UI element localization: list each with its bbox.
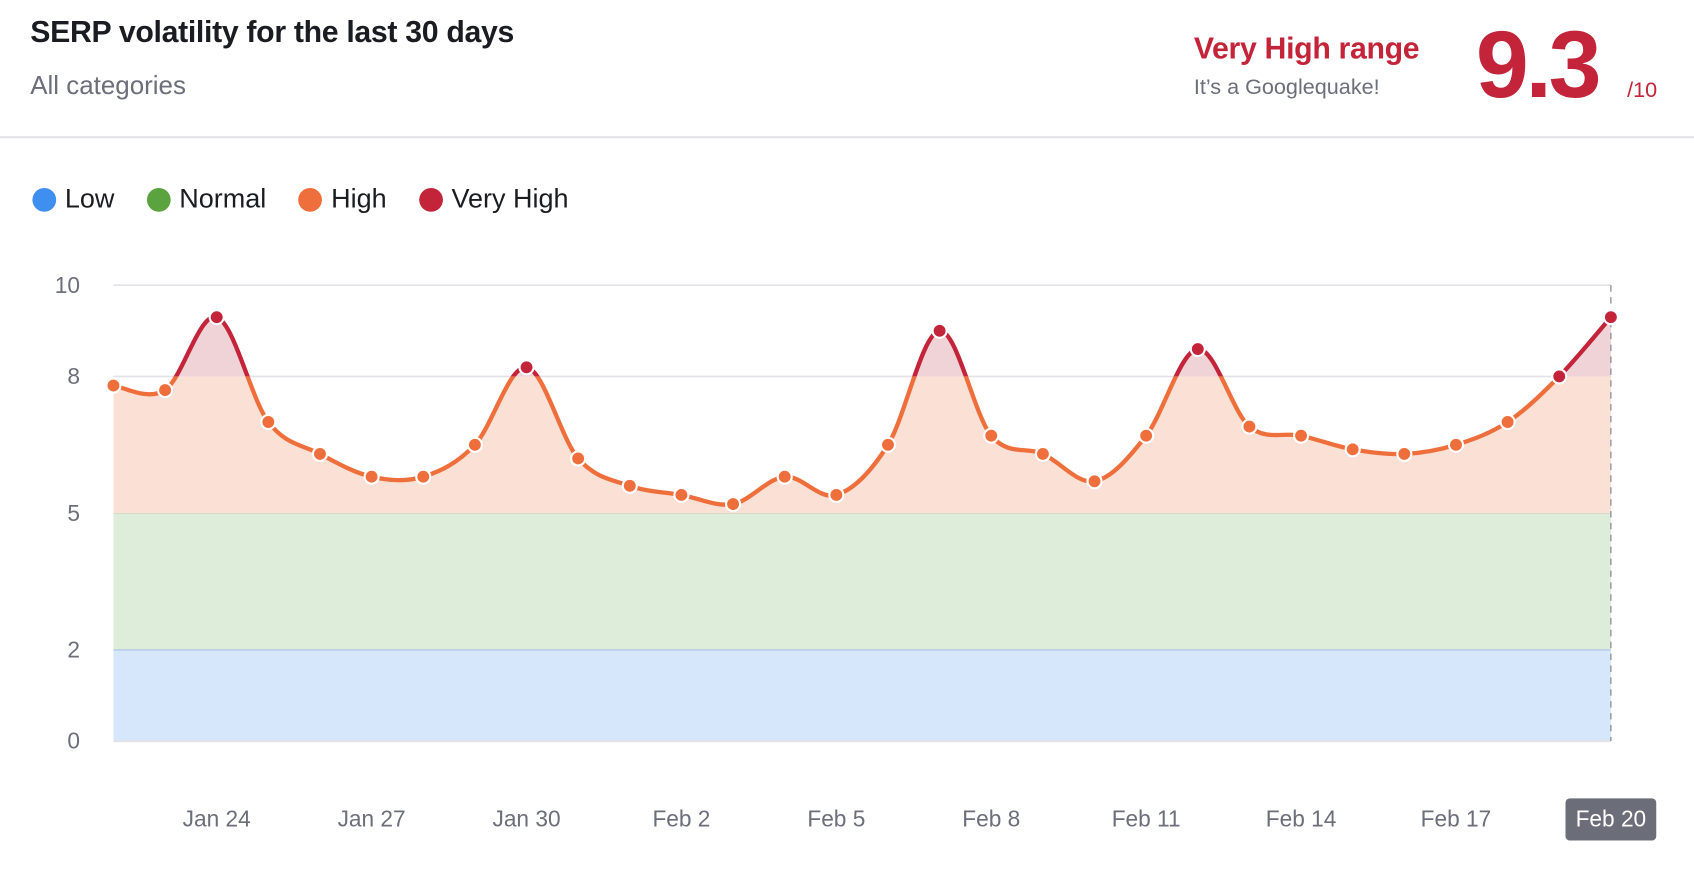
x-tick-label: Feb 8 — [962, 806, 1020, 832]
category-label: All categories — [30, 71, 186, 101]
band-normal — [113, 513, 1611, 650]
legend-label: Normal — [179, 183, 267, 214]
data-point — [311, 445, 329, 463]
data-point — [1396, 445, 1413, 463]
data-point — [363, 468, 380, 485]
data-point — [415, 468, 432, 485]
data-point — [724, 495, 742, 513]
x-tick-label: Jan 27 — [338, 806, 406, 832]
legend-item-high[interactable]: High — [298, 183, 387, 215]
y-tick-label: 8 — [67, 363, 80, 389]
data-point — [983, 427, 1000, 444]
data-point — [1138, 427, 1155, 444]
legend-dot-very-high — [419, 187, 443, 212]
score-max: /10 — [1627, 78, 1658, 103]
data-point — [1499, 413, 1516, 431]
data-point — [208, 309, 225, 326]
data-point — [570, 450, 587, 467]
x-tick-highlight — [1565, 798, 1657, 841]
data-point — [156, 381, 174, 399]
x-tick-label: Feb 20 — [1576, 806, 1647, 832]
legend-item-very-high[interactable]: Very High — [419, 184, 569, 215]
data-point — [466, 436, 483, 453]
data-point — [260, 413, 277, 431]
header-divider — [0, 136, 1694, 139]
data-point — [105, 377, 122, 394]
x-tick-label: Feb 5 — [807, 806, 865, 832]
data-point — [673, 486, 690, 504]
data-point — [879, 436, 897, 453]
y-tick-label: 10 — [55, 272, 80, 298]
area-high — [113, 376, 1611, 514]
widget-title: SERP volatility for the last 30 days — [30, 15, 515, 49]
legend-label: Very High — [451, 183, 569, 214]
data-point — [518, 359, 535, 376]
legend-item-normal[interactable]: Normal — [146, 183, 267, 215]
x-tick-label: Feb 11 — [1112, 806, 1181, 832]
volatility-score: 9.3 — [1475, 10, 1602, 118]
legend-item-low[interactable]: Low — [32, 184, 114, 215]
x-tick-label: Jan 30 — [492, 806, 560, 832]
legend-dot-high — [298, 187, 323, 212]
chart-legend: Low Normal High Very High — [32, 183, 569, 215]
range-label: Very High range — [1193, 31, 1420, 65]
legend-dot-normal — [146, 187, 171, 212]
data-point — [1034, 445, 1051, 463]
data-point — [1344, 441, 1361, 458]
data-point — [931, 322, 948, 339]
legend-label: Low — [64, 183, 115, 214]
data-point — [1551, 368, 1568, 385]
y-tick-label: 2 — [67, 637, 80, 663]
range-description: It’s a Googlequake! — [1193, 75, 1380, 100]
y-tick-label: 5 — [67, 500, 80, 526]
legend-dot-low — [32, 187, 57, 212]
x-tick-label: Feb 17 — [1421, 806, 1492, 832]
legend-label: High — [331, 183, 387, 214]
data-point — [1189, 340, 1206, 358]
data-point — [1602, 309, 1619, 326]
data-point — [621, 477, 638, 494]
data-point — [1241, 418, 1258, 435]
data-point — [1086, 473, 1103, 490]
data-point — [776, 468, 793, 485]
x-tick-label: Feb 2 — [652, 806, 710, 832]
x-tick-label: Jan 24 — [183, 806, 251, 832]
data-point — [828, 486, 845, 504]
x-tick-label: Feb 14 — [1266, 806, 1337, 832]
y-tick-label: 0 — [67, 728, 80, 754]
data-point — [1447, 436, 1465, 453]
band-low — [113, 649, 1611, 742]
data-point — [1292, 427, 1310, 444]
